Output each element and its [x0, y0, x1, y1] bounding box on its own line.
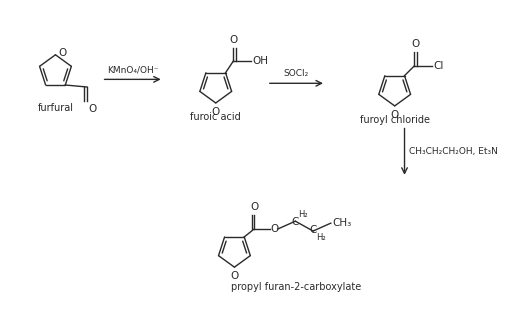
- Text: O: O: [212, 107, 220, 117]
- Text: O: O: [411, 39, 419, 49]
- Text: CH₃CH₂CH₂OH, Et₃N: CH₃CH₂CH₂OH, Et₃N: [410, 147, 498, 156]
- Text: H₂: H₂: [299, 210, 308, 219]
- Text: furfural: furfural: [38, 103, 73, 113]
- Text: O: O: [88, 104, 96, 114]
- Text: O: O: [229, 35, 238, 45]
- Text: Cl: Cl: [433, 61, 443, 71]
- Text: H₂: H₂: [316, 234, 326, 242]
- Text: KMnO₄/OH⁻: KMnO₄/OH⁻: [107, 65, 158, 74]
- Text: O: O: [271, 224, 279, 234]
- Text: O: O: [58, 48, 67, 58]
- Text: C: C: [309, 225, 317, 235]
- Text: C: C: [292, 217, 299, 227]
- Text: O: O: [250, 202, 258, 212]
- Text: furoic acid: furoic acid: [190, 112, 241, 122]
- Text: O: O: [391, 110, 399, 120]
- Text: O: O: [230, 271, 239, 281]
- Text: OH: OH: [252, 56, 268, 66]
- Text: furoyl chloride: furoyl chloride: [359, 115, 430, 125]
- Text: CH₃: CH₃: [333, 218, 352, 228]
- Text: propyl furan-2-carboxylate: propyl furan-2-carboxylate: [231, 282, 362, 292]
- Text: SOCl₂: SOCl₂: [284, 69, 309, 78]
